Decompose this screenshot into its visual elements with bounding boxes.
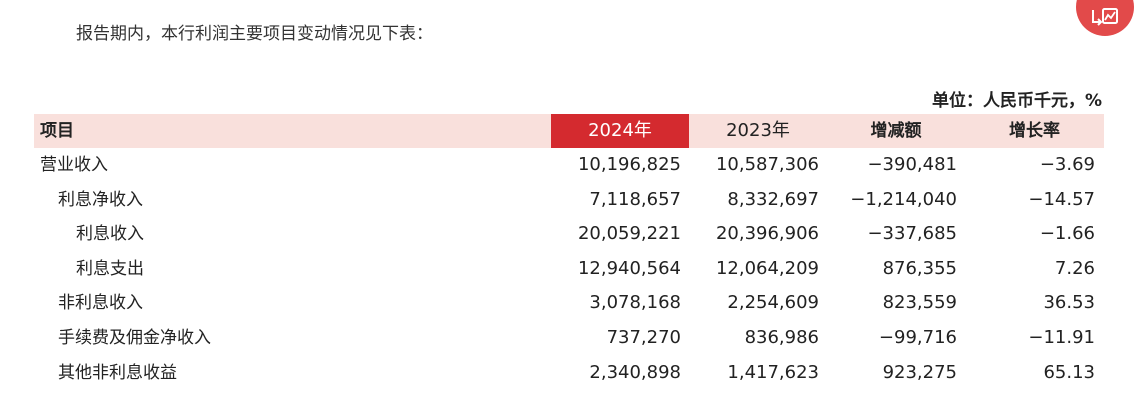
value-2023: 836,986 bbox=[744, 326, 819, 348]
table-row: 利息净收入 7,118,657 8,332,697 −1,214,040 −14… bbox=[34, 183, 1104, 218]
value-growth-rate: 7.26 bbox=[1054, 257, 1095, 279]
value-2023: 1,417,623 bbox=[727, 361, 819, 383]
header-2024: 2024年 bbox=[551, 114, 689, 148]
row-label: 其他非利息收益 bbox=[58, 362, 177, 383]
table-row: 其他非利息收益 2,340,898 1,417,623 923,275 65.1… bbox=[34, 356, 1104, 391]
profit-table: 项目 2024年 2023年 增减额 增长率 营业收入 10,196,825 1… bbox=[34, 114, 1104, 390]
value-2024: 7,118,657 bbox=[589, 188, 681, 210]
value-2024: 10,196,825 bbox=[577, 154, 681, 175]
table-row: 利息收入 20,059,221 20,396,906 −337,685 −1.6… bbox=[34, 217, 1104, 252]
row-label: 手续费及佣金净收入 bbox=[58, 327, 211, 348]
value-2024: 2,340,898 bbox=[589, 361, 681, 383]
value-change: 876,355 bbox=[882, 257, 957, 279]
value-2024: 737,270 bbox=[606, 326, 681, 348]
report-chart-icon bbox=[1092, 8, 1118, 26]
header-2023: 2023年 bbox=[726, 120, 790, 141]
table-row: 利息支出 12,940,564 12,064,209 876,355 7.26 bbox=[34, 252, 1104, 287]
value-2024: 3,078,168 bbox=[589, 292, 681, 314]
unit-label: 单位：人民币千元，% bbox=[931, 91, 1102, 111]
value-change: 923,275 bbox=[882, 361, 957, 383]
value-growth-rate: −3.69 bbox=[1039, 154, 1095, 175]
value-change: −1,214,040 bbox=[850, 188, 957, 210]
value-change: −337,685 bbox=[867, 223, 957, 245]
value-growth-rate: 65.13 bbox=[1043, 361, 1095, 383]
header-growth-rate: 增长率 bbox=[1009, 121, 1060, 141]
value-2023: 8,332,697 bbox=[727, 188, 819, 210]
row-label: 利息收入 bbox=[76, 224, 144, 245]
row-label: 利息净收入 bbox=[58, 189, 143, 210]
value-growth-rate: 36.53 bbox=[1043, 292, 1095, 314]
value-2023: 2,254,609 bbox=[727, 292, 819, 314]
value-growth-rate: −1.66 bbox=[1039, 223, 1095, 245]
intro-text: 报告期内，本行利润主要项目变动情况见下表： bbox=[76, 24, 433, 44]
value-change: −99,716 bbox=[878, 326, 957, 348]
table-row: 非利息收入 3,078,168 2,254,609 823,559 36.53 bbox=[34, 286, 1104, 321]
value-2023: 12,064,209 bbox=[715, 257, 819, 279]
value-growth-rate: −14.57 bbox=[1028, 188, 1095, 210]
value-growth-rate: −11.91 bbox=[1028, 326, 1095, 348]
value-2024: 12,940,564 bbox=[577, 257, 681, 279]
value-2024: 20,059,221 bbox=[577, 223, 681, 245]
report-chart-button[interactable] bbox=[1076, 0, 1134, 36]
value-2023: 20,396,906 bbox=[715, 223, 819, 245]
row-label: 非利息收入 bbox=[58, 293, 143, 314]
value-change: 823,559 bbox=[882, 292, 957, 314]
row-label: 利息支出 bbox=[76, 258, 144, 279]
row-label: 营业收入 bbox=[40, 155, 108, 175]
value-2023: 10,587,306 bbox=[715, 154, 819, 175]
table-row: 手续费及佣金净收入 737,270 836,986 −99,716 −11.91 bbox=[34, 321, 1104, 356]
value-change: −390,481 bbox=[867, 154, 957, 175]
table-header: 项目 2024年 2023年 增减额 增长率 bbox=[34, 114, 1104, 148]
header-item: 项目 bbox=[40, 121, 74, 141]
header-change: 增减额 bbox=[870, 121, 922, 141]
table-row: 营业收入 10,196,825 10,587,306 −390,481 −3.6… bbox=[34, 148, 1104, 183]
